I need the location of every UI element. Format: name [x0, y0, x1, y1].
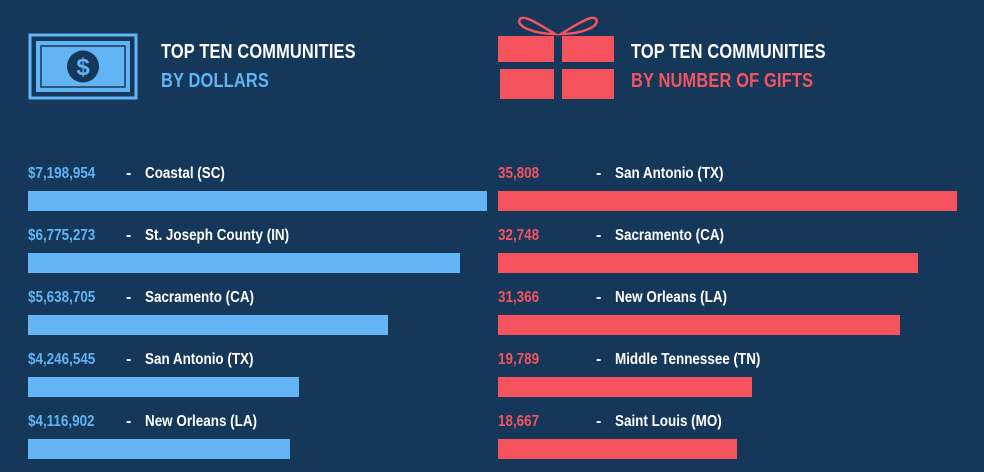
- data-label: $7,198,954: [28, 165, 96, 182]
- separator-dash: -: [596, 413, 602, 430]
- data-label: $5,638,705: [28, 289, 96, 306]
- gifts-row: 35,808 - San Antonio (TX): [498, 162, 968, 224]
- bar: [28, 191, 487, 211]
- data-label: 18,667: [498, 413, 540, 430]
- separator-dash: -: [596, 289, 602, 306]
- gifts-panel: TOP TEN COMMUNITIES BY NUMBER OF GIFTS 3…: [498, 0, 968, 469]
- category-label: Sacramento (CA): [615, 227, 725, 244]
- category-label: Middle Tennessee (TN): [615, 351, 761, 368]
- data-label: 35,808: [498, 165, 540, 182]
- category-label: Sacramento (CA): [145, 289, 255, 306]
- category-label: St. Joseph County (IN): [145, 227, 290, 244]
- dollars-title: TOP TEN COMMUNITIES BY DOLLARS: [161, 38, 356, 96]
- bar: [498, 315, 900, 335]
- separator-dash: -: [126, 165, 132, 182]
- dollars-title-line2: BY DOLLARS: [161, 70, 269, 92]
- bar: [28, 439, 290, 459]
- bar: [498, 253, 918, 273]
- dollars-title-line1: TOP TEN COMMUNITIES: [161, 41, 356, 63]
- svg-text:$: $: [76, 54, 90, 81]
- dollars-panel: $ TOP TEN COMMUNITIES BY DOLLARS $7,198,…: [28, 0, 498, 469]
- separator-dash: -: [126, 413, 132, 430]
- gifts-rows: 35,808- San Antonio (TX) 32,748- Sacramento…: [498, 162, 968, 472]
- separator-dash: -: [596, 351, 602, 368]
- category-label: New Orleans (LA): [145, 413, 258, 430]
- separator-dash: -: [596, 165, 602, 182]
- category-label: New Orleans (LA): [615, 289, 728, 306]
- category-label: Coastal (SC): [145, 165, 225, 182]
- data-label: 31,366: [498, 289, 540, 306]
- gifts-row: 32,748 - Sacramento (CA): [498, 224, 968, 286]
- separator-dash: -: [126, 289, 132, 306]
- dollar-bill-icon: $: [28, 33, 138, 100]
- dollars-row: $4,116,902 - New Orleans (LA): [28, 410, 498, 472]
- category-label: San Antonio (TX): [145, 351, 254, 368]
- separator-dash: -: [596, 227, 602, 244]
- separator-dash: -: [126, 227, 132, 244]
- bar: [498, 439, 737, 459]
- dollars-row: $4,246,545 - San Antonio (TX): [28, 348, 498, 410]
- gifts-title-line2: BY NUMBER OF GIFTS: [631, 70, 814, 92]
- dollars-row: $7,198,954 - Coastal (SC): [28, 162, 498, 224]
- bar: [28, 377, 299, 397]
- gift-box-icon: [498, 16, 614, 99]
- data-label: 19,789: [498, 351, 540, 368]
- bar: [498, 191, 957, 211]
- data-label: $4,246,545: [28, 351, 96, 368]
- separator-dash: -: [126, 351, 132, 368]
- data-label: $4,116,902: [28, 413, 95, 430]
- gifts-row: 31,366 - New Orleans (LA): [498, 286, 968, 348]
- bar: [28, 315, 388, 335]
- bar: [28, 253, 460, 273]
- category-label: San Antonio (TX): [615, 165, 724, 182]
- dollars-row: $6,775,273 - St. Joseph County (IN): [28, 224, 498, 286]
- data-label: 32,748: [498, 227, 540, 244]
- gifts-title-line1: TOP TEN COMMUNITIES: [631, 41, 826, 63]
- bar: [498, 377, 752, 397]
- gifts-title: TOP TEN COMMUNITIES BY NUMBER OF GIFTS: [631, 38, 826, 96]
- dollars-rows: $7,198,954- Coastal (SC) $6,775,273- St. Jo…: [28, 162, 498, 472]
- gifts-row: 19,789 - Middle Tennessee (TN): [498, 348, 968, 410]
- gifts-row: 18,667 - Saint Louis (MO): [498, 410, 968, 472]
- data-label: $6,775,273: [28, 227, 96, 244]
- category-label: Saint Louis (MO): [615, 413, 722, 430]
- dollars-row: $5,638,705 - Sacramento (CA): [28, 286, 498, 348]
